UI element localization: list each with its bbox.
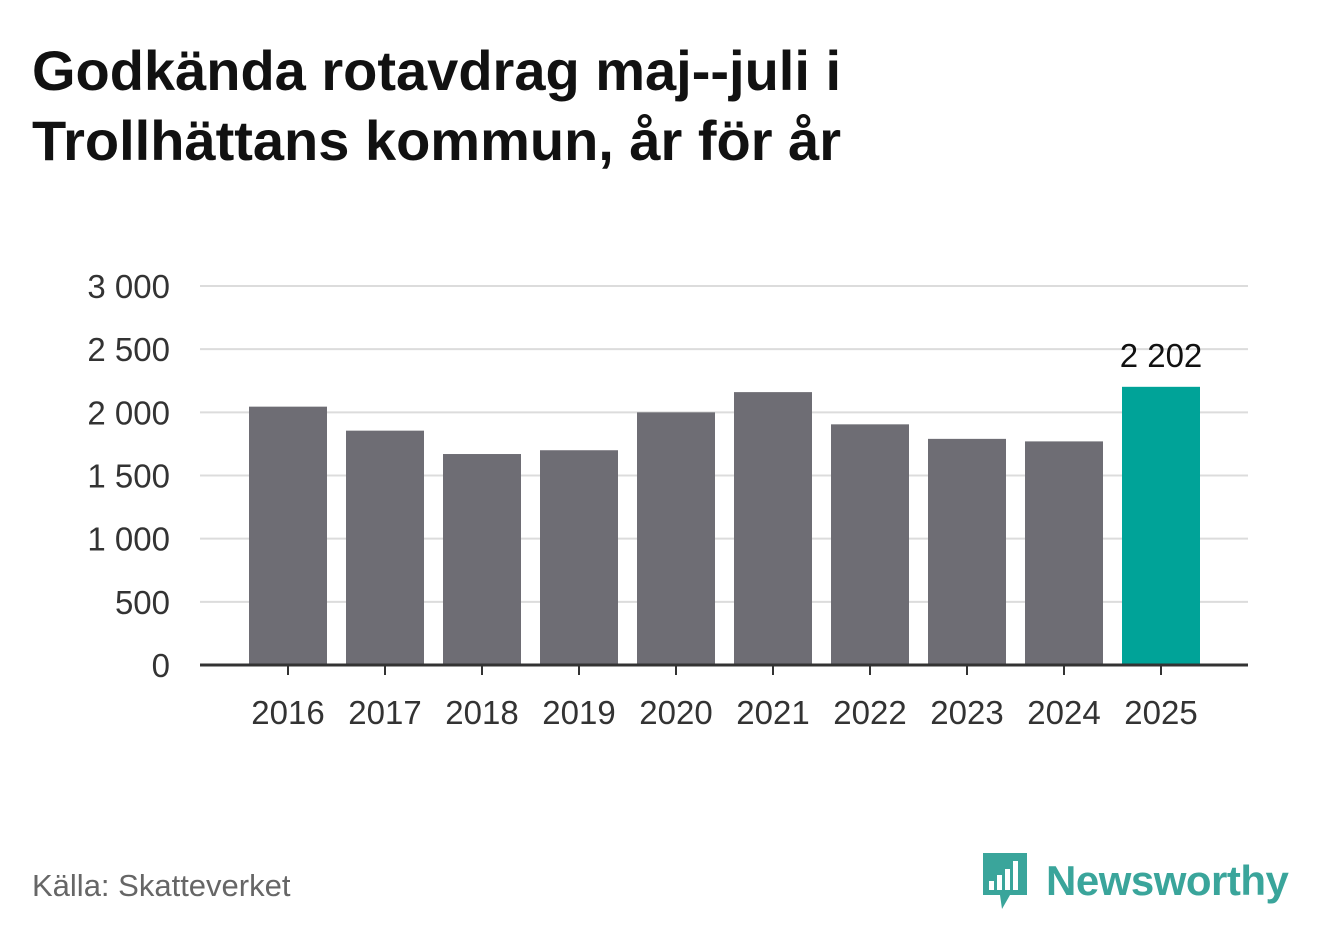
bar-2021 [734,392,812,665]
bar-2020 [637,412,715,665]
x-tick-label: 2025 [1124,694,1197,731]
bar-2019 [540,450,618,665]
x-tick-label: 2018 [445,694,518,731]
x-tick-label: 2017 [348,694,421,731]
source-credit: Källa: Skatteverket [32,868,291,903]
y-tick-label: 3 000 [87,268,170,305]
y-tick-label: 1 000 [87,521,170,558]
y-tick-label: 1 500 [87,458,170,495]
y-tick-label: 2 000 [87,394,170,431]
y-tick-label: 500 [115,584,170,621]
bar-2025 [1122,386,1200,665]
chart-title-line-1: Godkända rotavdrag maj--juli i [32,39,842,102]
bar-chart: 0 500 1 000 1 500 2 000 2 500 3 000 2016 2017 201… [87,268,1248,731]
x-tick-label: 2021 [736,694,809,731]
x-tick-label: 2022 [833,694,906,731]
bar-2017 [346,430,424,665]
x-tick-label: 2024 [1027,694,1100,731]
brand-name: Newsworthy [1046,857,1289,904]
x-tick-label: 2019 [542,694,615,731]
bar-2018 [443,454,521,665]
brand-logo-group: Newsworthy [980,846,1289,916]
x-tick-label: 2023 [930,694,1003,731]
x-tick-label: 2016 [251,694,324,731]
bar-2024 [1025,441,1103,665]
data-label: 2 202 [1120,337,1203,374]
bar-2022 [831,424,909,665]
x-tick-label: 2020 [639,694,712,731]
chart-title-line-2: Trollhättans kommun, år för år [32,109,842,172]
y-tick-label: 2 500 [87,331,170,368]
chart-title: Godkända rotavdrag maj--juli i Trollhätt… [32,36,1232,176]
bar-2023 [928,438,1006,665]
bar-chart-speech-bubble-icon [983,853,1027,909]
y-tick-label: 0 [152,647,170,684]
bar-2016 [249,406,327,665]
